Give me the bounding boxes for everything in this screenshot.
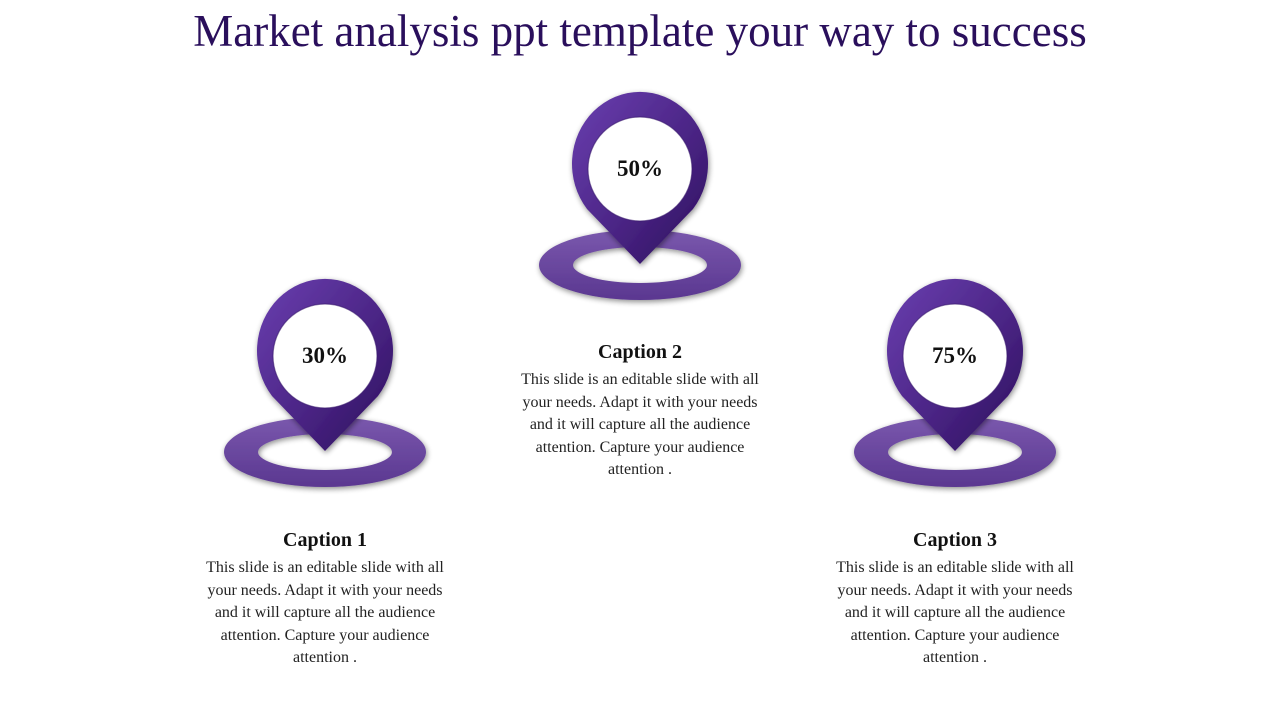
caption-text-1: This slide is an editable slide with all… bbox=[206, 559, 444, 667]
caption-text-2: This slide is an editable slide with all… bbox=[521, 371, 759, 479]
slide-title: Market analysis ppt template your way to… bbox=[193, 6, 1087, 56]
marker-3: 75% bbox=[845, 280, 1065, 500]
caption-title-2: Caption 2 bbox=[598, 341, 682, 363]
caption-title-3: Caption 3 bbox=[913, 529, 997, 551]
caption-title-1: Caption 1 bbox=[283, 529, 367, 551]
marker-1: 30% bbox=[215, 280, 435, 500]
caption-block-2: Caption 2 This slide is an editable slid… bbox=[510, 339, 770, 482]
marker-percent-1: 30% bbox=[302, 343, 348, 368]
map-pin-icon: 30% bbox=[215, 280, 435, 500]
caption-block-1: Caption 1 This slide is an editable slid… bbox=[195, 527, 455, 670]
map-pin-icon: 50% bbox=[530, 93, 750, 313]
marker-percent-3: 75% bbox=[932, 343, 978, 368]
caption-block-3: Caption 3 This slide is an editable slid… bbox=[825, 527, 1085, 670]
map-pin-icon: 75% bbox=[845, 280, 1065, 500]
caption-text-3: This slide is an editable slide with all… bbox=[836, 559, 1074, 667]
marker-percent-2: 50% bbox=[617, 156, 663, 181]
marker-2: 50% bbox=[530, 93, 750, 313]
